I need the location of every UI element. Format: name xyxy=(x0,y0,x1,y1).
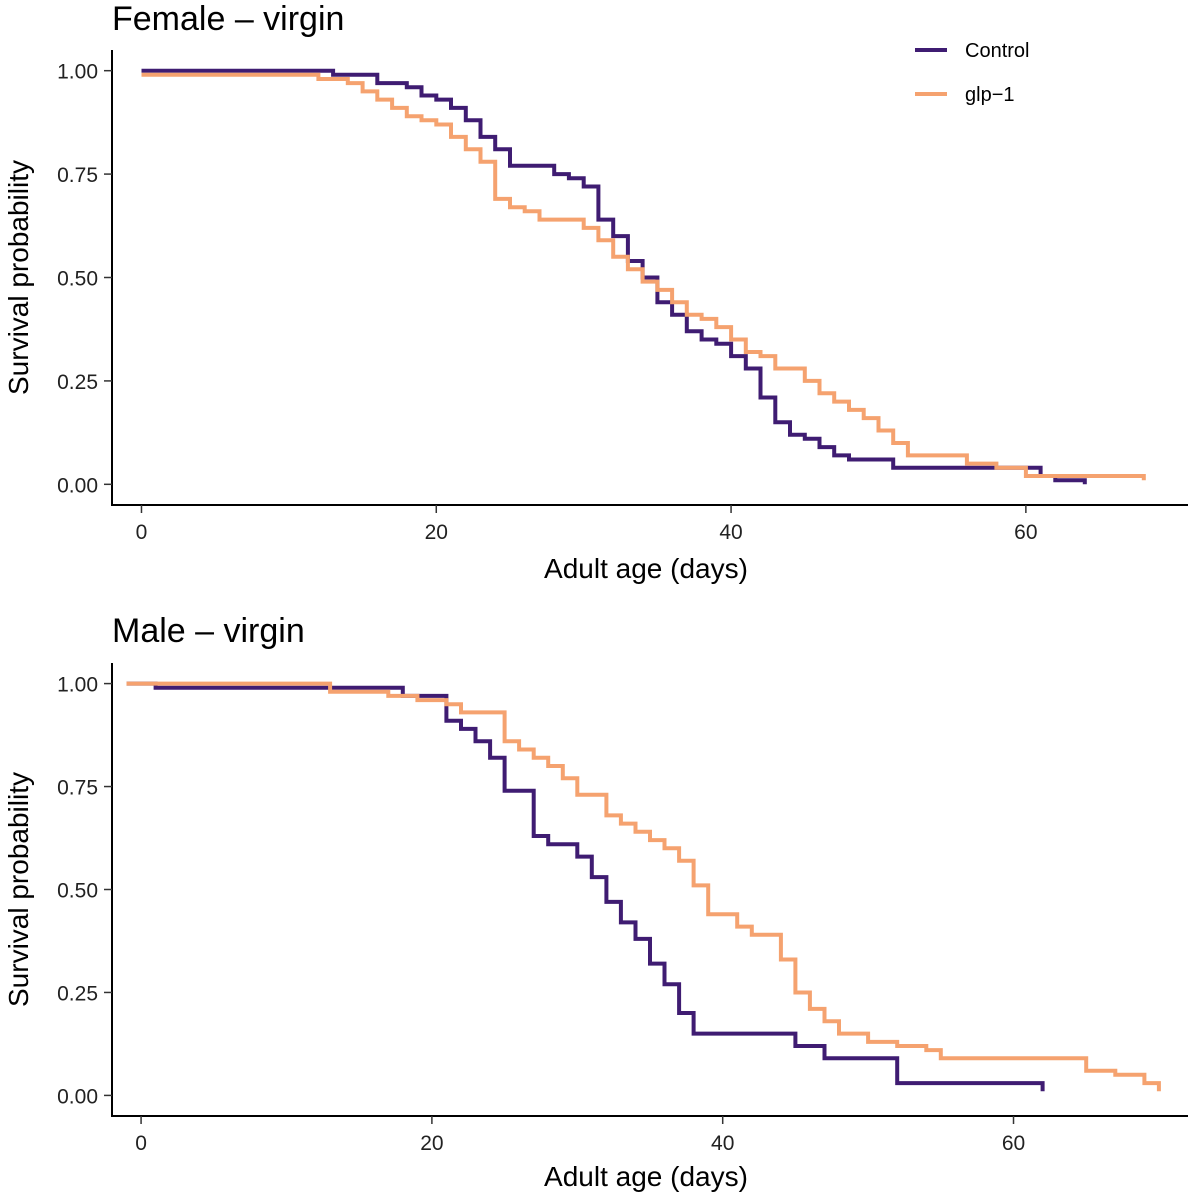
legend-label: glp−1 xyxy=(965,84,1015,106)
x-tick-label: 60 xyxy=(1014,521,1037,544)
series-line-glp-1 xyxy=(126,681,1161,1092)
y-axis-title: Survival probability xyxy=(3,160,34,395)
panel-female-virgin: Female – virgin 0 20 40 60 0.00 0.25 0.50 0.75 1.… xyxy=(3,0,1188,584)
legend-label: Control xyxy=(965,40,1029,62)
y-tick-label: 1.00 xyxy=(57,674,98,697)
x-tick-label: 0 xyxy=(136,521,148,544)
y-tick-label: 0.50 xyxy=(57,268,98,291)
series-line-control xyxy=(141,68,1087,485)
y-tick-label: 0.75 xyxy=(57,777,98,800)
y-tick-label: 1.00 xyxy=(57,61,98,84)
series-line-control xyxy=(126,681,1045,1092)
y-tick-label: 0.00 xyxy=(57,1085,98,1108)
y-axis-title: Survival probability xyxy=(3,772,34,1007)
y-tick-label: 0.25 xyxy=(57,371,98,394)
panel-title: Female – virgin xyxy=(112,0,344,38)
y-tick-label: 0.25 xyxy=(57,982,98,1005)
x-tick-label: 20 xyxy=(420,1132,443,1155)
panel-title: Male – virgin xyxy=(112,612,305,650)
y-tick-label: 0.50 xyxy=(57,880,98,903)
x-tick-label: 20 xyxy=(425,521,448,544)
panel-male-virgin: Male – virgin 0 20 40 60 0.00 0.25 0.50 0.75 1.00… xyxy=(3,612,1188,1192)
series-line-glp-1 xyxy=(141,72,1146,481)
x-axis-title: Adult age (days) xyxy=(544,553,748,584)
x-axis-title: Adult age (days) xyxy=(544,1161,748,1192)
x-tick-label: 40 xyxy=(711,1132,734,1155)
y-tick-label: 0.75 xyxy=(57,164,98,187)
x-tick-label: 0 xyxy=(135,1132,147,1155)
x-tick-label: 60 xyxy=(1002,1132,1025,1155)
y-tick-label: 0.00 xyxy=(57,474,98,497)
x-tick-label: 40 xyxy=(719,521,742,544)
